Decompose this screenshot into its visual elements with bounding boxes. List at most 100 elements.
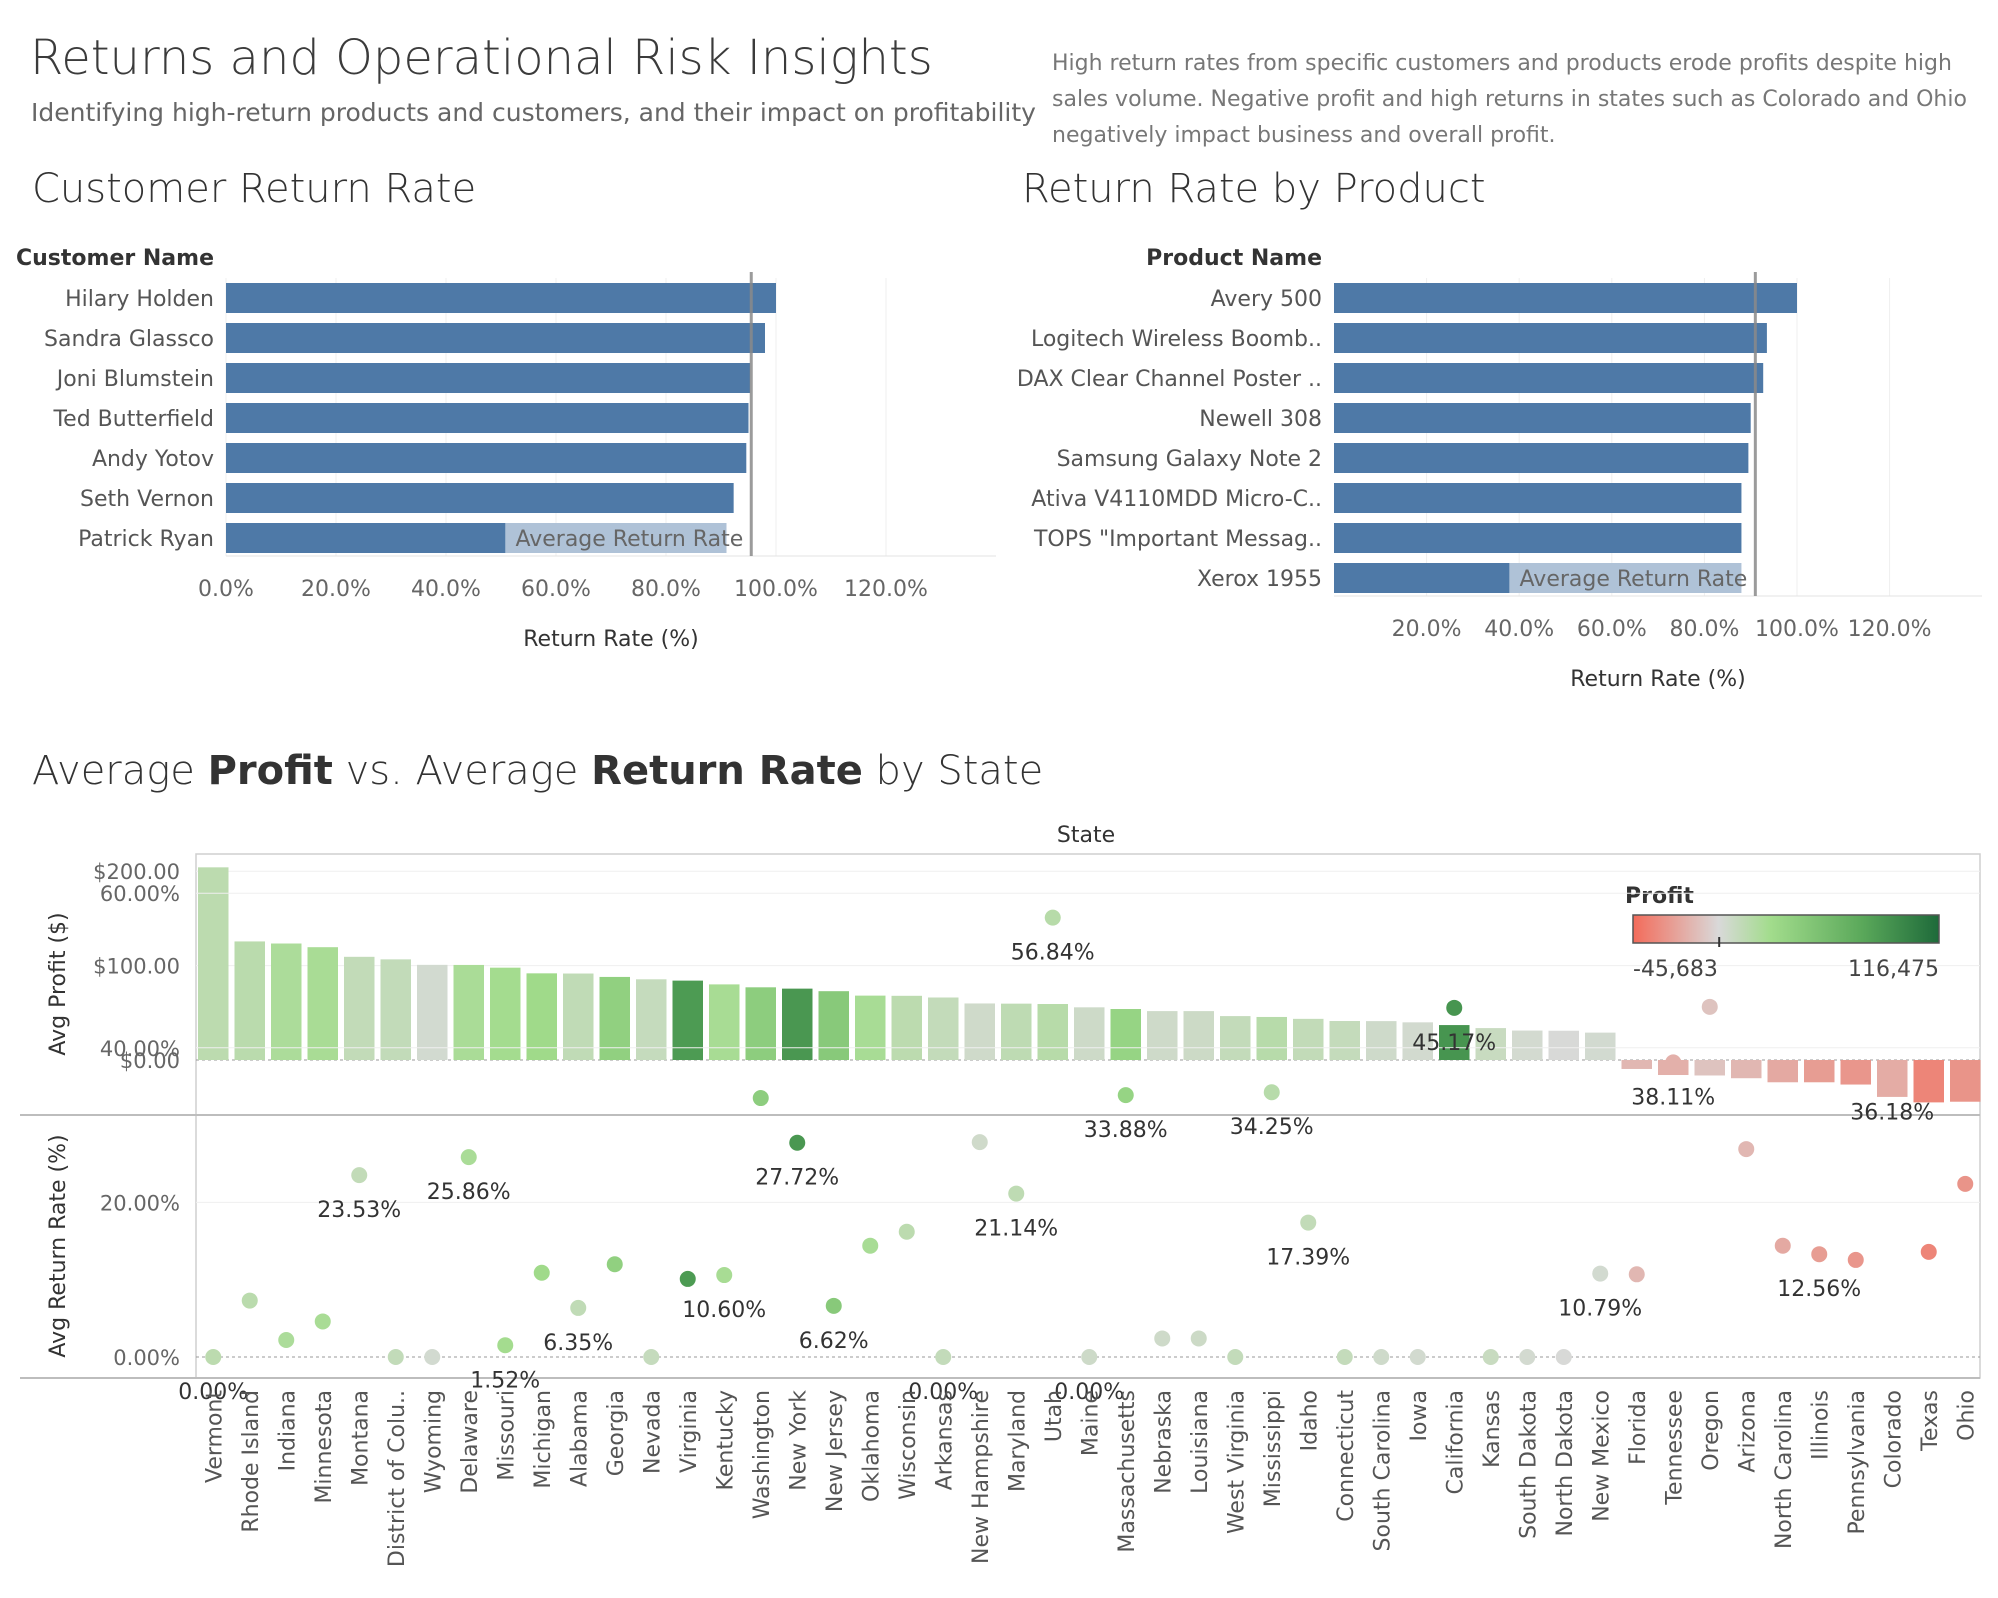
profit-bar	[1001, 1003, 1032, 1060]
state-label: Michigan	[531, 1390, 556, 1489]
customer-row-header: Customer Name	[16, 246, 214, 271]
dashboard-title: Returns and Operational Risk Insights	[30, 30, 933, 86]
state-label: Oklahoma	[859, 1390, 884, 1502]
state-label: Montana	[348, 1390, 373, 1486]
product-category-label: Avery 500	[1211, 287, 1322, 312]
return-rate-data-label: 38.11%	[1631, 1085, 1715, 1110]
profit-bar	[891, 995, 922, 1060]
profit-bar	[453, 964, 484, 1060]
return-rate-point	[1263, 1084, 1280, 1101]
profit-bar	[1037, 1004, 1068, 1060]
customer-tick-label: 0.0%	[198, 577, 254, 602]
return-rate-point	[1409, 1349, 1426, 1365]
return-rate-point	[1482, 1349, 1499, 1365]
customer-category-label: Patrick Ryan	[78, 527, 214, 552]
customer-bar	[226, 483, 734, 513]
state-label: Wisconsin	[896, 1390, 921, 1500]
return-rate-data-label: 6.35%	[543, 1331, 613, 1356]
state-label: Kentucky	[713, 1390, 738, 1490]
state-label: Florida	[1626, 1390, 1651, 1465]
profit-legend-max: 116,475	[1848, 957, 1939, 982]
product-bar	[1334, 403, 1751, 433]
state-label: New Jersey	[823, 1390, 848, 1512]
state-label: Massachusetts	[1115, 1390, 1140, 1553]
product-category-label: DAX Clear Channel Poster ..	[1017, 367, 1322, 392]
return-rate-point	[1665, 1054, 1682, 1071]
profit-bar	[1147, 1011, 1178, 1060]
return-rate-data-label: 56.84%	[1011, 941, 1095, 966]
return-rate-point	[1592, 1265, 1609, 1282]
state-label: Idaho	[1297, 1390, 1322, 1451]
return-rate-data-label: 10.60%	[682, 1298, 766, 1323]
product-tick-label: 20.0%	[1392, 617, 1462, 642]
return-rate-data-label: 0.00%	[1054, 1380, 1124, 1405]
state-label: Alabama	[567, 1390, 592, 1487]
return-tick-label: 40.00%	[100, 1037, 180, 1061]
product-category-label: Ativa V4110MDD Micro-C..	[1031, 487, 1322, 512]
customer-tick-label: 100.0%	[734, 577, 818, 602]
profit-bar	[745, 987, 776, 1060]
profit-bar	[1220, 1016, 1251, 1060]
return-rate-data-label: 12.56%	[1777, 1277, 1861, 1302]
return-rate-point	[862, 1237, 879, 1254]
profit-bar	[526, 973, 557, 1060]
return-rate-point	[351, 1167, 368, 1184]
product-x-axis-title: Return Rate (%)	[1570, 667, 1746, 692]
state-label: California	[1443, 1390, 1468, 1494]
return-rate-point	[898, 1223, 915, 1240]
profit-tick-label: $100.00	[93, 955, 180, 979]
profit-bar	[1731, 1060, 1762, 1079]
return-rate-point	[1738, 1141, 1755, 1158]
customer-bar	[226, 323, 765, 353]
customer-bar	[226, 283, 776, 313]
return-rate-data-label: 25.86%	[427, 1180, 511, 1205]
product-tick-label: 80.0%	[1669, 617, 1739, 642]
return-rate-point	[1373, 1349, 1390, 1365]
profit-bar	[380, 959, 411, 1060]
return-rate-point	[1774, 1237, 1791, 1254]
customer-tick-label: 20.0%	[301, 577, 371, 602]
product-bar	[1334, 443, 1749, 473]
state-label: South Carolina	[1370, 1390, 1395, 1551]
profit-bar	[1439, 1025, 1470, 1060]
return-rate-point	[241, 1292, 258, 1309]
return-rate-point	[1227, 1349, 1244, 1365]
profit-legend-gradient	[1632, 914, 1940, 944]
state-label: District of Colu..	[385, 1390, 410, 1567]
return-tick-label: 60.00%	[100, 882, 180, 906]
state-label: Connecticut	[1334, 1390, 1359, 1522]
return-rate-point	[1081, 1349, 1098, 1365]
product-tick-label: 60.0%	[1577, 617, 1647, 642]
return-rate-point	[424, 1349, 441, 1365]
customer-average-label-bg	[505, 523, 746, 553]
return-rate-point	[1555, 1349, 1572, 1365]
return-rate-point	[1884, 1069, 1901, 1086]
return-rate-data-label: 36.18%	[1850, 1100, 1934, 1125]
profit-bar	[1694, 1060, 1725, 1076]
customer-tick-label: 120.0%	[844, 577, 928, 602]
return-rate-data-label: 0.00%	[908, 1380, 978, 1405]
return-rate-point	[1300, 1214, 1317, 1231]
return-rate-data-label: 17.39%	[1266, 1246, 1350, 1271]
profit-bar	[1366, 1021, 1397, 1060]
state-label: Vermont	[202, 1390, 227, 1483]
product-category-label: TOPS "Important Messag..	[1033, 527, 1322, 552]
product-category-label: Samsung Galaxy Note 2	[1057, 447, 1322, 472]
profit-bar	[307, 947, 338, 1060]
dashboard-subtitle: Identifying high-return products and cus…	[31, 98, 1036, 127]
product-tick-label: 100.0%	[1755, 617, 1839, 642]
state-label: Pennsylvania	[1845, 1390, 1870, 1535]
state-label: Louisiana	[1188, 1390, 1213, 1494]
state-label: North Carolina	[1772, 1390, 1797, 1549]
return-rate-point	[1446, 999, 1463, 1016]
return-rate-point	[1008, 1185, 1025, 1202]
state-label: Delaware	[458, 1390, 483, 1494]
return-rate-data-label: 0.00%	[178, 1380, 248, 1405]
return-rate-point	[825, 1297, 842, 1314]
insight-note: High return rates from specific customer…	[1052, 51, 1967, 148]
profit-axis-title: Avg Profit ($)	[46, 912, 71, 1055]
state-label: Rhode Island	[239, 1390, 264, 1533]
customer-average-label: Average Return Rate	[515, 527, 743, 552]
customer-tick-label: 60.0%	[521, 577, 591, 602]
